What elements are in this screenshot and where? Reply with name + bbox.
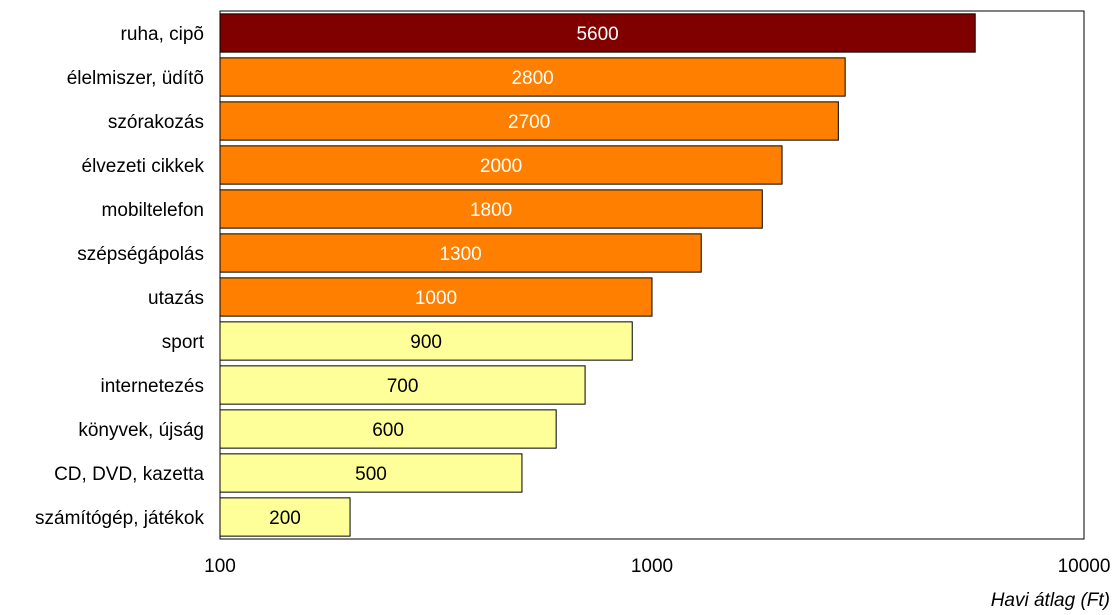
bars-layer: 5600 2800 2700 2000 1800 1300 1000 900 700 600 500…: [219, 13, 976, 537]
category-label: CD, DVD, kazetta: [54, 464, 204, 485]
bar-value-label: 700: [387, 376, 419, 397]
bar: [219, 233, 702, 273]
category-label: mobiltelefon: [102, 200, 204, 221]
category-label: utazás: [148, 288, 204, 309]
bar-value-label: 900: [410, 332, 442, 353]
bar: [219, 497, 351, 537]
bar-value-label: 1000: [415, 288, 457, 309]
category-label: élvezeti cikkek: [82, 156, 205, 177]
bar-value-label: 200: [269, 508, 301, 529]
plot-area-frame: [219, 10, 1085, 540]
category-label: sport: [162, 332, 205, 353]
bar: [219, 101, 839, 141]
bar: [219, 189, 763, 229]
bar: [219, 321, 633, 361]
category-label: szórakozás: [108, 112, 204, 133]
category-label: szépségápolás: [77, 244, 204, 265]
category-label: számítógép, játékok: [35, 508, 204, 529]
bar-value-label: 5600: [576, 24, 618, 45]
bar-value-label: 500: [355, 464, 387, 485]
bar-value-label: 1800: [470, 200, 512, 221]
category-label: internetezés: [100, 376, 204, 397]
bar-value-label: 2800: [511, 68, 553, 89]
x-axis-ticks: 100 1000 10000: [204, 556, 1110, 577]
bar: [219, 57, 846, 97]
category-label: ruha, cipõ: [121, 24, 204, 45]
bar-value-label: 2700: [508, 112, 550, 133]
bar: [219, 365, 586, 405]
category-labels: ruha, cipõ élelmiszer, üdítõ szórakozás élv…: [35, 24, 205, 529]
bar: [219, 453, 523, 493]
bar-value-label: 2000: [480, 156, 522, 177]
bar: [219, 13, 976, 53]
category-label: élelmiszer, üdítõ: [67, 68, 204, 89]
bar: [219, 145, 783, 185]
bar: [219, 409, 557, 449]
bar-value-label: 600: [372, 420, 404, 441]
bar: [219, 277, 653, 317]
x-tick-label: 100: [204, 556, 236, 577]
bar-value-label: 1300: [439, 244, 481, 265]
x-axis-title: Havi átlag (Ft): [991, 590, 1110, 611]
x-tick-label: 1000: [631, 556, 673, 577]
x-tick-label: 10000: [1058, 556, 1111, 577]
category-label: könyvek, újság: [78, 420, 204, 441]
